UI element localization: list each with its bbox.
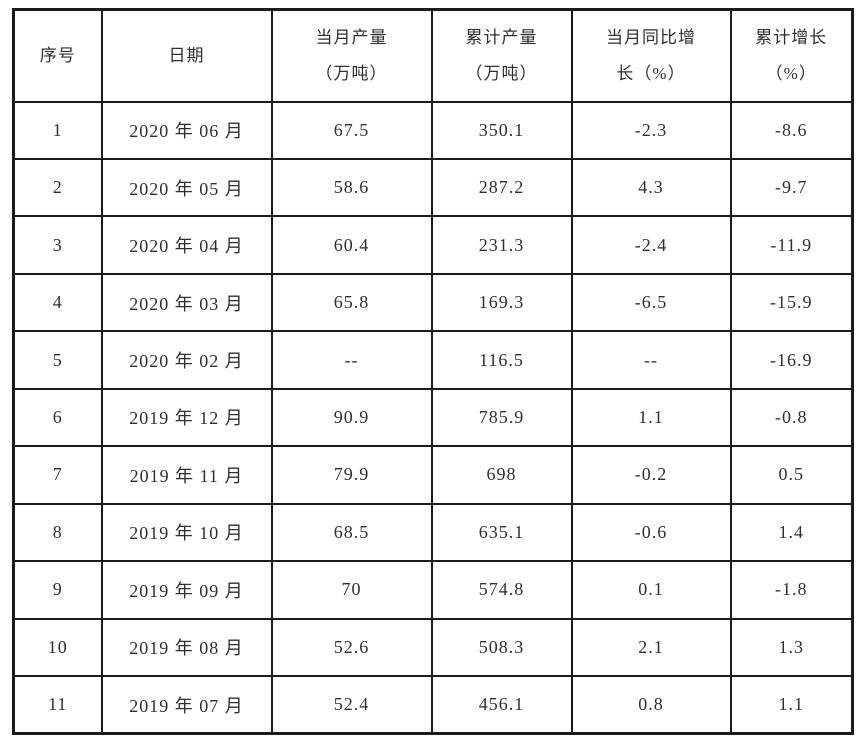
- cell-cumulative-growth: -1.8: [729, 560, 854, 620]
- cell-monthly-yoy-growth: -0.2: [570, 445, 732, 505]
- cell-date: 2020 年 02 月: [100, 330, 273, 390]
- cell-seq: 5: [12, 330, 103, 390]
- column-header-seq: 序号: [12, 8, 103, 103]
- cell-date: 2020 年 05 月: [100, 157, 273, 218]
- header-label-line2: （%）: [765, 63, 817, 83]
- cell-cumulative-output: 574.8: [430, 560, 573, 620]
- table-row: 1 2020 年 06 月 67.5 350.1 -2.3 -8.6: [12, 100, 854, 160]
- cell-cumulative-output: 350.1: [430, 100, 573, 160]
- cell-date: 2019 年 07 月: [100, 675, 273, 735]
- cell-cumulative-growth: -9.7: [729, 157, 854, 218]
- cell-monthly-output: 52.4: [270, 675, 433, 735]
- cell-cumulative-output: 287.2: [430, 157, 573, 218]
- cell-monthly-output: --: [270, 330, 433, 390]
- header-label-line2: （万吨）: [465, 63, 538, 83]
- table-row: 8 2019 年 10 月 68.5 635.1 -0.6 1.4: [12, 502, 854, 563]
- cell-cumulative-growth: 0.5: [729, 445, 854, 505]
- cell-monthly-yoy-growth: --: [570, 330, 732, 390]
- header-label-line1: 累计增长: [755, 27, 828, 47]
- cell-cumulative-output: 635.1: [430, 502, 573, 563]
- cell-seq: 1: [12, 100, 103, 160]
- table-row: 6 2019 年 12 月 90.9 785.9 1.1 -0.8: [12, 387, 854, 448]
- column-header-monthly-yoy-growth: 当月同比增 长（%）: [570, 8, 732, 103]
- cell-cumulative-output: 169.3: [430, 272, 573, 333]
- cell-date: 2019 年 08 月: [100, 617, 273, 678]
- cell-monthly-yoy-growth: 1.1: [570, 387, 732, 448]
- cell-date: 2019 年 10 月: [100, 502, 273, 563]
- production-stats-table: 序号 日期 当月产量 （万吨） 累计产量 （万吨） 当月同比增 长（%）: [12, 8, 854, 735]
- cell-monthly-output: 60.4: [270, 215, 433, 275]
- table-row: 9 2019 年 09 月 70 574.8 0.1 -1.8: [12, 560, 854, 620]
- cell-date: 2020 年 03 月: [100, 272, 273, 333]
- cell-date: 2019 年 11 月: [100, 445, 273, 505]
- column-header-cumulative-output: 累计产量 （万吨）: [430, 8, 573, 103]
- cell-cumulative-growth: -0.8: [729, 387, 854, 448]
- header-label-line1: 当月产量: [315, 27, 388, 47]
- cell-cumulative-output: 508.3: [430, 617, 573, 678]
- cell-monthly-yoy-growth: 0.8: [570, 675, 732, 735]
- cell-seq: 11: [12, 675, 103, 735]
- cell-cumulative-output: 116.5: [430, 330, 573, 390]
- cell-seq: 10: [12, 617, 103, 678]
- cell-cumulative-output: 698: [430, 445, 573, 505]
- cell-date: 2020 年 04 月: [100, 215, 273, 275]
- cell-seq: 7: [12, 445, 103, 505]
- cell-date: 2020 年 06 月: [100, 100, 273, 160]
- cell-monthly-yoy-growth: -0.6: [570, 502, 732, 563]
- cell-monthly-yoy-growth: -2.3: [570, 100, 732, 160]
- cell-seq: 8: [12, 502, 103, 563]
- cell-monthly-output: 58.6: [270, 157, 433, 218]
- table-body: 1 2020 年 06 月 67.5 350.1 -2.3 -8.6 2 202…: [12, 100, 854, 735]
- header-label-line2: （万吨）: [315, 63, 388, 83]
- cell-cumulative-growth: -8.6: [729, 100, 854, 160]
- header-label: 序号: [39, 45, 76, 65]
- cell-monthly-output: 90.9: [270, 387, 433, 448]
- cell-cumulative-growth: -15.9: [729, 272, 854, 333]
- cell-cumulative-growth: -11.9: [729, 215, 854, 275]
- column-header-cumulative-growth: 累计增长 （%）: [729, 8, 854, 103]
- cell-monthly-output: 67.5: [270, 100, 433, 160]
- cell-seq: 3: [12, 215, 103, 275]
- table-row: 10 2019 年 08 月 52.6 508.3 2.1 1.3: [12, 617, 854, 678]
- header-label-line2: 长（%）: [616, 63, 686, 83]
- header-row: 序号 日期 当月产量 （万吨） 累计产量 （万吨） 当月同比增 长（%）: [12, 8, 854, 103]
- cell-cumulative-growth: -16.9: [729, 330, 854, 390]
- cell-seq: 9: [12, 560, 103, 620]
- cell-monthly-output: 68.5: [270, 502, 433, 563]
- cell-seq: 6: [12, 387, 103, 448]
- cell-monthly-output: 65.8: [270, 272, 433, 333]
- cell-monthly-output: 79.9: [270, 445, 433, 505]
- cell-cumulative-growth: 1.4: [729, 502, 854, 563]
- table-row: 3 2020 年 04 月 60.4 231.3 -2.4 -11.9: [12, 215, 854, 275]
- header-label: 日期: [168, 45, 205, 65]
- table-header: 序号 日期 当月产量 （万吨） 累计产量 （万吨） 当月同比增 长（%）: [12, 8, 854, 103]
- cell-cumulative-growth: 1.3: [729, 617, 854, 678]
- table-row: 5 2020 年 02 月 -- 116.5 -- -16.9: [12, 330, 854, 390]
- table-row: 4 2020 年 03 月 65.8 169.3 -6.5 -15.9: [12, 272, 854, 333]
- cell-seq: 4: [12, 272, 103, 333]
- column-header-date: 日期: [100, 8, 273, 103]
- table-row: 7 2019 年 11 月 79.9 698 -0.2 0.5: [12, 445, 854, 505]
- cell-monthly-output: 52.6: [270, 617, 433, 678]
- cell-cumulative-output: 456.1: [430, 675, 573, 735]
- cell-monthly-yoy-growth: -2.4: [570, 215, 732, 275]
- cell-seq: 2: [12, 157, 103, 218]
- table-row: 2 2020 年 05 月 58.6 287.2 4.3 -9.7: [12, 157, 854, 218]
- cell-monthly-yoy-growth: -6.5: [570, 272, 732, 333]
- cell-date: 2019 年 09 月: [100, 560, 273, 620]
- cell-cumulative-output: 231.3: [430, 215, 573, 275]
- cell-monthly-yoy-growth: 4.3: [570, 157, 732, 218]
- column-header-monthly-output: 当月产量 （万吨）: [270, 8, 433, 103]
- cell-monthly-yoy-growth: 0.1: [570, 560, 732, 620]
- cell-monthly-yoy-growth: 2.1: [570, 617, 732, 678]
- cell-date: 2019 年 12 月: [100, 387, 273, 448]
- header-label-line1: 累计产量: [465, 27, 538, 47]
- header-label-line1: 当月同比增: [606, 27, 696, 47]
- table-row: 11 2019 年 07 月 52.4 456.1 0.8 1.1: [12, 675, 854, 735]
- cell-monthly-output: 70: [270, 560, 433, 620]
- cell-cumulative-growth: 1.1: [729, 675, 854, 735]
- cell-cumulative-output: 785.9: [430, 387, 573, 448]
